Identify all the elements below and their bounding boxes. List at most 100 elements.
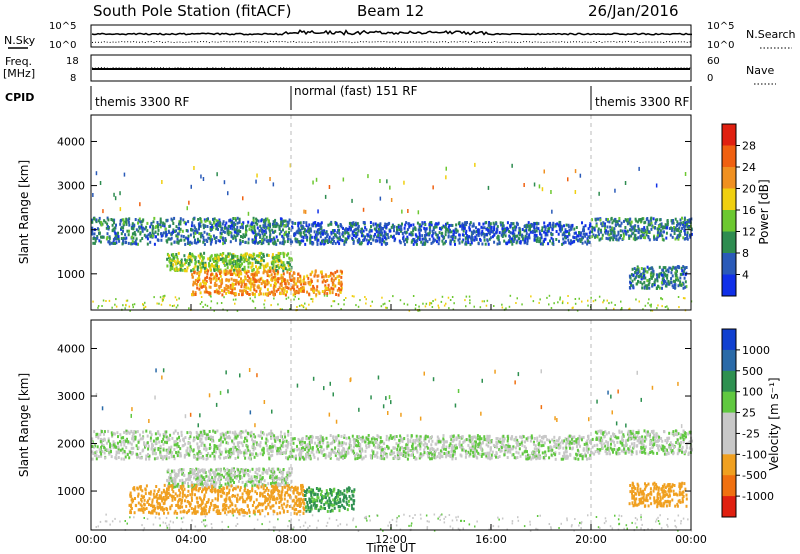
data-cell	[98, 239, 101, 243]
data-cell	[232, 254, 235, 258]
data-cell	[152, 232, 155, 236]
data-cell	[334, 234, 337, 237]
data-cell	[219, 225, 222, 228]
data-cell	[663, 271, 666, 275]
data-cell	[317, 274, 320, 278]
data-cell	[252, 280, 255, 284]
data-cell	[209, 268, 212, 272]
data-cell	[196, 436, 199, 440]
data-cell	[137, 242, 139, 246]
data-cell	[110, 431, 113, 435]
data-cell	[684, 237, 687, 240]
nave-label: Nave	[746, 64, 774, 77]
data-cell	[255, 217, 258, 221]
data-cell	[98, 232, 101, 236]
nsearch-tick-high: 10^5	[707, 21, 734, 32]
data-cell	[243, 283, 246, 287]
noise-cell	[501, 303, 503, 306]
data-cell	[343, 228, 346, 232]
data-cell	[225, 284, 228, 288]
data-cell	[433, 239, 435, 243]
data-cell	[220, 435, 223, 439]
data-cell	[213, 455, 216, 459]
data-cell	[236, 441, 239, 445]
data-cell	[226, 286, 229, 290]
data-cell	[203, 290, 206, 294]
data-cell	[251, 484, 254, 488]
data-cell	[102, 444, 105, 448]
data-cell	[647, 223, 650, 227]
data-cell	[209, 227, 212, 231]
data-cell	[104, 220, 107, 224]
data-cell	[119, 448, 122, 452]
data-cell	[272, 276, 275, 280]
data-cell	[234, 445, 237, 449]
data-cell	[192, 454, 195, 458]
data-cell	[288, 231, 290, 235]
data-cell	[133, 231, 136, 234]
data-cell	[588, 231, 591, 235]
data-cell	[461, 222, 464, 226]
data-cell	[278, 266, 281, 270]
data-cell	[331, 229, 334, 233]
data-cell	[317, 222, 320, 226]
data-cell	[399, 241, 402, 245]
data-cell	[511, 226, 514, 230]
data-cell	[208, 430, 211, 433]
data-cell	[168, 456, 171, 460]
data-cell	[410, 233, 413, 237]
data-cell	[280, 264, 282, 268]
data-cell	[577, 239, 580, 243]
data-cell	[94, 239, 97, 243]
data-cell	[450, 223, 453, 227]
data-cell	[203, 443, 206, 447]
data-cell	[241, 444, 244, 448]
data-cell	[253, 238, 256, 242]
data-cell	[286, 270, 289, 274]
data-cell	[193, 271, 196, 274]
data-cell	[441, 235, 444, 238]
data-cell	[231, 508, 234, 512]
data-cell	[287, 457, 290, 461]
data-cell	[686, 235, 689, 239]
data-cell	[129, 441, 132, 445]
data-cell	[334, 277, 337, 281]
data-cell	[309, 227, 311, 231]
data-cell	[298, 280, 301, 284]
data-cell	[248, 510, 251, 514]
data-cell	[225, 436, 228, 440]
data-cell	[636, 268, 639, 271]
data-cell	[255, 467, 258, 471]
data-cell	[201, 468, 204, 472]
data-cell	[431, 234, 434, 238]
noise-cell	[345, 297, 347, 299]
data-cell	[174, 485, 177, 489]
data-cell	[357, 229, 360, 233]
data-cell	[453, 239, 456, 243]
data-cell	[469, 242, 472, 246]
data-cell	[574, 231, 577, 235]
noise-cell	[479, 306, 482, 309]
data-cell	[218, 455, 221, 459]
data-cell	[213, 283, 216, 287]
data-cell	[347, 236, 350, 240]
data-cell	[251, 225, 254, 229]
data-cell	[630, 228, 633, 232]
data-cell	[209, 238, 212, 242]
data-cell	[215, 278, 218, 282]
data-cell	[664, 226, 667, 230]
data-cell	[297, 224, 300, 228]
data-cell	[193, 216, 196, 220]
data-cell	[191, 293, 194, 296]
data-cell	[545, 232, 548, 236]
data-cell	[299, 276, 302, 280]
data-cell	[584, 234, 587, 238]
data-cell	[276, 238, 279, 242]
data-cell	[235, 273, 238, 277]
data-cell	[242, 233, 245, 237]
data-cell	[161, 233, 164, 237]
data-cell	[635, 219, 638, 223]
noise-cell	[650, 303, 652, 306]
data-cell	[606, 219, 609, 223]
data-cell	[327, 275, 330, 278]
